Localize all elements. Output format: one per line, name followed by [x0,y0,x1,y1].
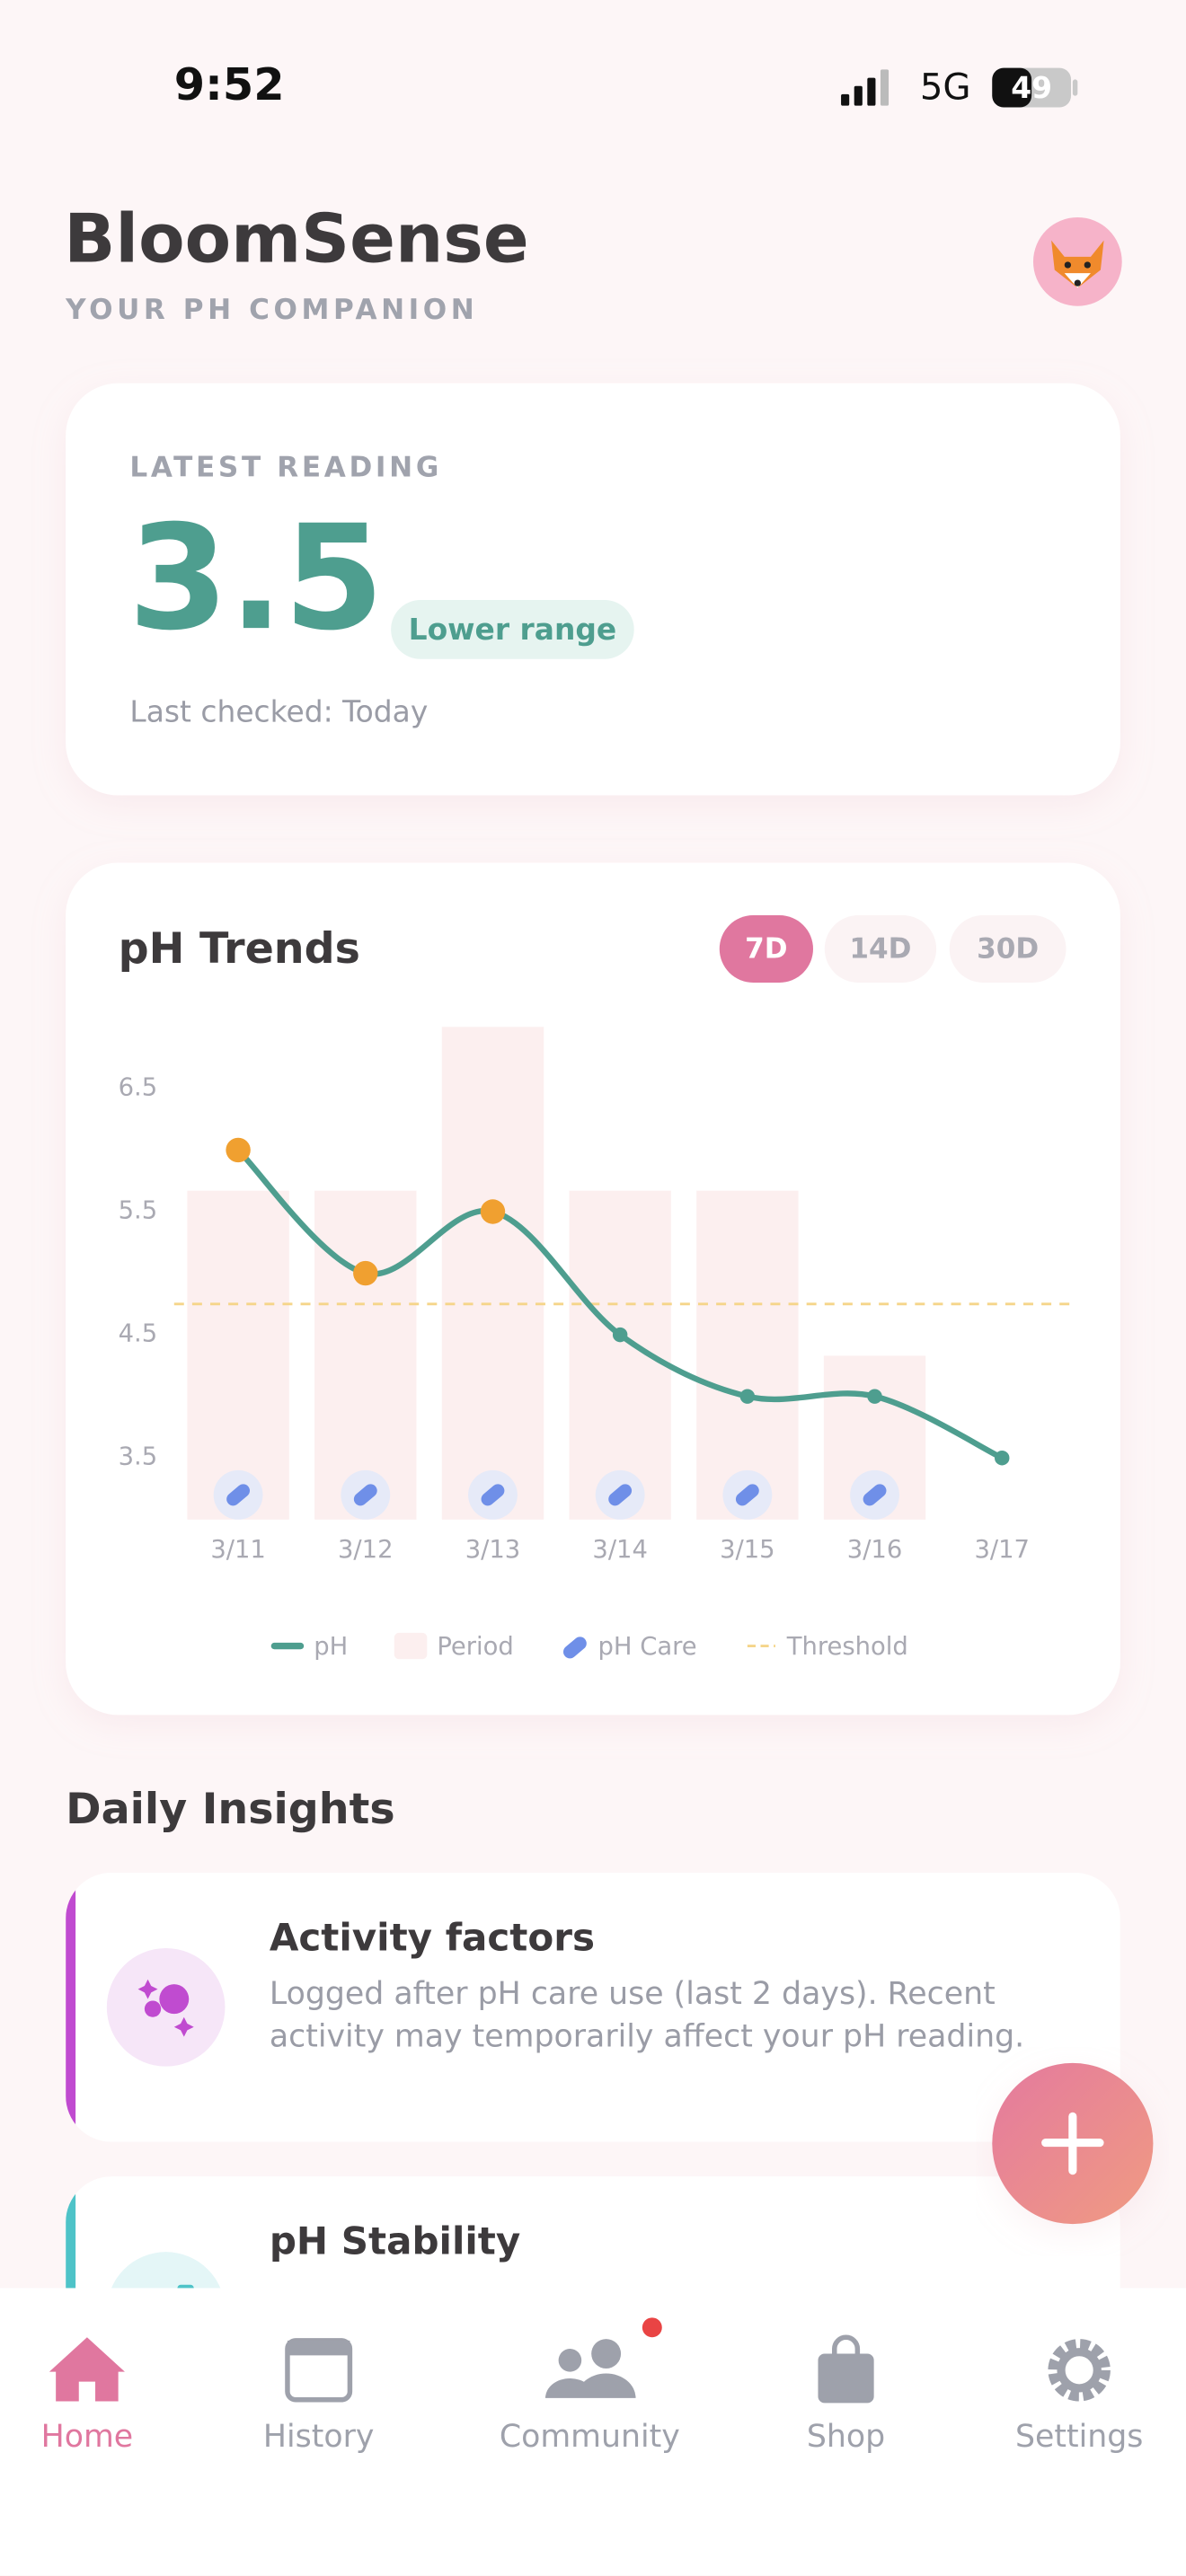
range-button[interactable] [949,914,1067,983]
x-tick-label: 3/11 [210,1536,266,1564]
tab-icon-top [287,2340,350,2356]
care-marker [735,1484,759,1506]
battery-level: 49 [1011,70,1052,105]
card-text: Logged after pH care use (last 2 days). … [269,1976,1025,2054]
y-tick-label: 6.5 [119,1073,158,1101]
care-marker [481,1484,505,1506]
ph-point [353,1260,378,1286]
care-marker [863,1484,887,1506]
pill [226,1484,251,1506]
ph-point [867,1389,882,1404]
period-bar [441,1027,544,1520]
battery-icon: 49 [992,67,1078,108]
ph-point [226,1137,251,1163]
card-bg [66,1872,1120,2142]
range-button[interactable] [824,914,937,983]
tab-icon [591,2339,622,2369]
tab-label[interactable]: Shop [807,2419,885,2455]
card-title: pH Stability [270,2219,520,2263]
tab[interactable]: Home [41,2337,134,2455]
legend-swatch [562,1636,587,1659]
care-marker [226,1484,251,1506]
status-time: 9:52 [174,58,285,110]
tab[interactable]: Shop [807,2334,885,2455]
x-tick-label: 3/16 [847,1536,903,1564]
pill [353,1484,377,1506]
card-text-box: Logged after pH care use (last 2 days). … [269,1976,1025,2054]
x-tick-label: 3/14 [592,1536,648,1564]
app-subtitle: YOUR PH COMPANION [65,294,478,326]
range-label[interactable]: 30D [977,932,1039,965]
tab-label[interactable]: Home [41,2419,134,2455]
pill [863,1484,887,1506]
card-accent [66,1872,76,2142]
tab-label[interactable]: Settings [1015,2419,1143,2455]
pill [735,1484,759,1506]
x-tick-label: 3/12 [338,1536,394,1564]
reading-card [66,383,1120,796]
care-marker [608,1484,633,1506]
legend-label: pH [314,1633,348,1661]
tab[interactable]: Community [500,2317,680,2455]
tab-bar [0,2288,1186,2576]
card-title: Activity factors [270,1915,595,1959]
pill [481,1484,505,1506]
care-marker [353,1484,377,1506]
signal-icon [841,69,890,106]
legend-swatch [394,1632,428,1660]
tab-icon-door [78,2381,96,2402]
network: 5G [920,66,971,108]
x-tick-label: 3/15 [720,1536,775,1564]
ph-point [480,1199,506,1224]
tab-icon [1057,2348,1102,2393]
insights-title: Daily Insights [66,1785,395,1834]
icon-dot [144,2000,162,2017]
trends-title: pH Trends [119,924,360,974]
insight-card[interactable]: Activity factors Logged after pH care use… [66,1872,1120,2142]
badge-dot [642,2317,662,2338]
tab-icon [558,2349,582,2372]
tab-icon [544,2373,636,2398]
reading-label: LATEST READING [129,452,442,484]
last-checked: Last checked: Today [129,694,428,729]
tab-label[interactable]: Community [500,2419,680,2455]
tab-icon-handle [832,2334,861,2358]
range-badge [391,599,634,659]
range-badge-text: Lower range [409,612,617,647]
tab-label[interactable]: History [263,2419,375,2455]
ph-point [995,1450,1010,1466]
tab-icon [49,2337,125,2402]
legend-swatch [270,1642,305,1650]
period-bar [187,1190,289,1520]
period-bar [314,1190,417,1520]
legend-label: Threshold [786,1633,908,1661]
reading-value: 3.5 [128,494,385,662]
x-tick-label: 3/13 [465,1536,521,1564]
pill [562,1636,587,1659]
avatar[interactable] [1032,216,1122,306]
y-tick-label: 3.5 [119,1443,158,1471]
pill [608,1484,633,1506]
legend-label: Period [437,1633,513,1661]
legend-label: pH Care [597,1633,696,1661]
y-tick-label: 5.5 [119,1196,158,1224]
x-tick-label: 3/17 [974,1536,1030,1564]
ph-point [612,1327,628,1343]
tab-icon [818,2353,874,2404]
ph-point [739,1389,756,1404]
add-button[interactable] [992,2062,1154,2225]
app-title: BloomSense [64,199,528,278]
period-bar [696,1190,799,1520]
tab[interactable]: History [263,2338,375,2455]
range-label[interactable]: 7D [745,932,787,965]
range-button[interactable] [719,914,813,983]
y-tick-label: 4.5 [119,1320,158,1348]
range-label[interactable]: 14D [849,932,911,965]
icon-dot [159,1984,190,2015]
